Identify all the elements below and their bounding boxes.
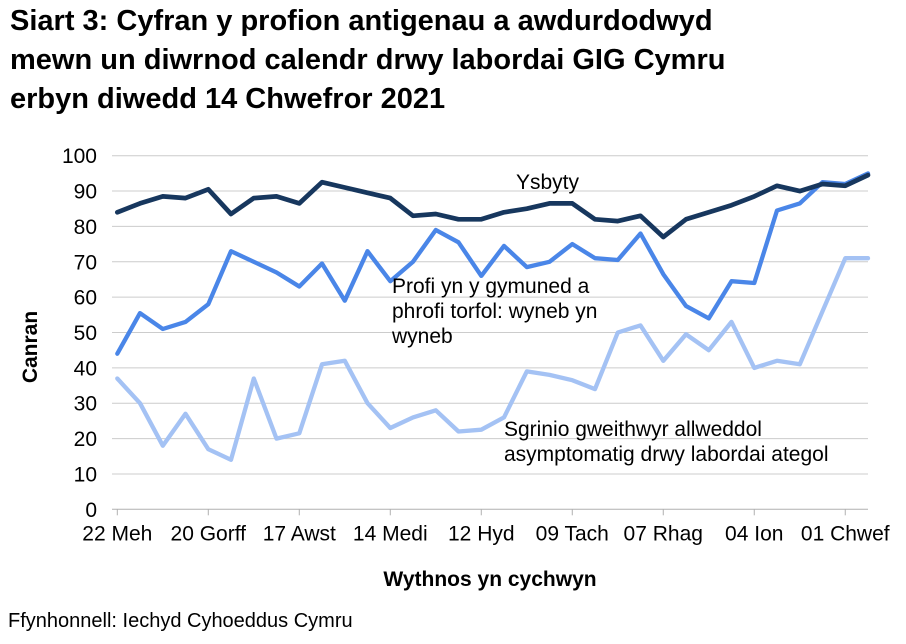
y-tick-label: 50: [74, 322, 97, 345]
x-axis-title: Wythnos yn cychwyn: [383, 568, 597, 591]
y-tick-label: 10: [74, 463, 97, 486]
y-tick-label: 30: [74, 393, 97, 416]
x-tick-label: 04 Ion: [725, 522, 783, 545]
y-tick-label: 40: [74, 357, 97, 380]
x-tick-label: 14 Medi: [353, 522, 428, 545]
x-tick-label: 12 Hyd: [448, 522, 515, 545]
y-tick-label: 20: [74, 428, 97, 451]
x-tick-label: 09 Tach: [536, 522, 609, 545]
y-axis-title: Canran: [19, 310, 42, 384]
y-tick-label: 100: [62, 145, 97, 168]
chart-title: Siart 3: Cyfran y profion antigenau a aw…: [10, 5, 726, 115]
series-line-ysbyty: [114, 172, 871, 240]
x-tick-label: 07 Rhag: [624, 522, 703, 545]
x-tick-label: 01 Chwef: [801, 522, 890, 545]
y-tick-label: 60: [74, 287, 97, 310]
y-tick-label: 0: [85, 499, 97, 522]
y-tick-label: 70: [74, 251, 97, 274]
series-line-profi-gymuned: [115, 171, 871, 356]
x-tick-label: 22 Meh: [82, 522, 152, 545]
y-tick-label: 90: [74, 181, 97, 204]
x-tick-label: 20 Gorff: [171, 522, 247, 545]
x-tick-label: 17 Awst: [263, 522, 336, 545]
series-line-sgrinio-gweithwyr: [115, 256, 871, 462]
y-tick-label: 80: [74, 216, 97, 239]
source-note: Ffynhonnell: Iechyd Cyhoeddus Cymru: [8, 610, 353, 632]
series-label-profi-gymuned: Profi yn y gymuned a phrofi torfol: wyne…: [392, 275, 598, 348]
series-label-sgrinio-gweithwyr: Sgrinio gweithwyr allweddol asymptomatig…: [504, 418, 829, 466]
series-label-ysbyty: Ysbyty: [516, 171, 580, 194]
